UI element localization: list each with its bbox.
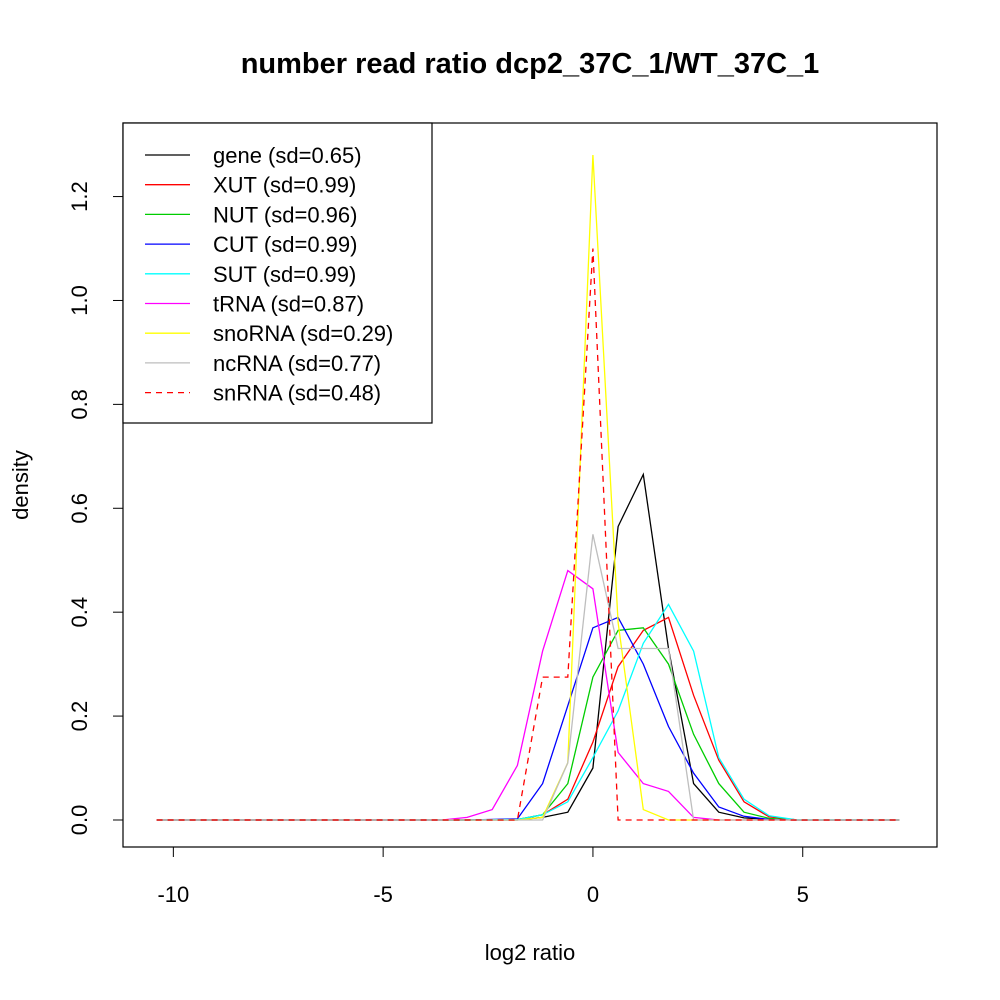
y-tick-label: 1.0 [67, 285, 92, 316]
y-tick-label: 0.4 [67, 597, 92, 628]
series-line-4 [156, 603, 900, 821]
series-line-0 [156, 472, 900, 821]
series-line-8 [156, 248, 900, 821]
legend-label: gene (sd=0.65) [213, 143, 362, 168]
y-tick-label: 0.8 [67, 389, 92, 420]
legend-label: NUT (sd=0.96) [213, 202, 357, 227]
series-line-5 [156, 569, 900, 821]
series-line-6 [156, 154, 900, 821]
x-axis-label: log2 ratio [485, 940, 576, 965]
series-line-3 [156, 616, 900, 821]
legend-box [122, 122, 433, 424]
x-tick-label: -5 [373, 882, 393, 907]
x-tick-label: -10 [157, 882, 189, 907]
legend-label: snoRNA (sd=0.29) [213, 321, 393, 346]
y-tick-label: 0.2 [67, 701, 92, 732]
legend-label: ncRNA (sd=0.77) [213, 351, 381, 376]
series-lines [156, 154, 900, 821]
series-line-2 [156, 627, 900, 821]
x-tick-label: 0 [587, 882, 599, 907]
plot-frame [122, 122, 938, 848]
y-tick-label: 1.2 [67, 181, 92, 212]
series-line-7 [156, 534, 900, 821]
chart-title: number read ratio dcp2_37C_1/WT_37C_1 [241, 48, 820, 80]
legend-label: SUT (sd=0.99) [213, 262, 356, 287]
y-axis-label: density [8, 450, 33, 520]
legend-label: XUT (sd=0.99) [213, 173, 356, 198]
legend-label: tRNA (sd=0.87) [213, 292, 364, 317]
legend: gene (sd=0.65) XUT (sd=0.99) NUT (sd=0.96)… [122, 122, 433, 424]
legend-label: snRNA (sd=0.48) [213, 381, 381, 406]
y-tick-label: 0.0 [67, 805, 92, 836]
y-tick-label: 0.6 [67, 493, 92, 524]
legend-label: CUT (sd=0.99) [213, 232, 357, 257]
x-tick-label: 5 [797, 882, 809, 907]
